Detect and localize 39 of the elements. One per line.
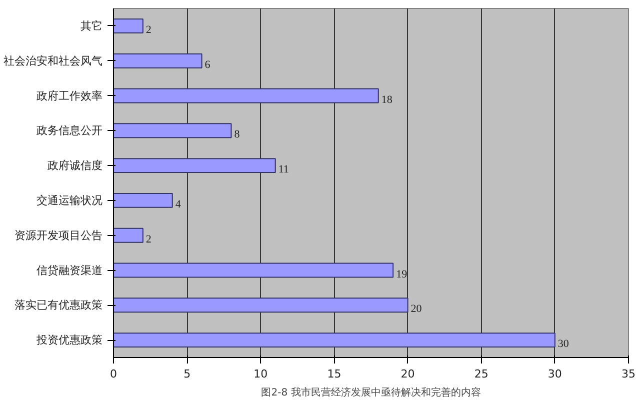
y-tick-label: 政府诚信度 (48, 159, 102, 172)
text: 图2-8 我市民营经济发展中亟待解决和完善的内容 (261, 386, 481, 398)
y-tick-label: 政府工作效率 (36, 89, 102, 102)
bar (114, 192, 173, 208)
data-label: 18 (381, 94, 393, 106)
data-label: 19 (396, 268, 408, 280)
y-tick-label: 其它 (80, 19, 102, 32)
data-label: 11 (278, 164, 289, 176)
x-tick-label: 5 (184, 368, 191, 380)
x-tick-label: 10 (254, 368, 268, 380)
x-tick-label: 30 (548, 368, 562, 380)
bar (114, 332, 556, 348)
x-tick-label: 35 (622, 368, 636, 380)
bar (114, 88, 379, 104)
y-tick-label: 落实已有优惠政策 (14, 298, 102, 312)
data-label: 30 (558, 338, 570, 350)
x-tick-label: 0 (110, 368, 117, 380)
bar (114, 298, 408, 313)
y-tick-label: 信贷融资渠道 (36, 264, 102, 277)
x-tick-label: 15 (327, 368, 342, 380)
y-tick-label: 交通运输状况 (36, 194, 102, 207)
bar (114, 123, 232, 138)
x-tick-label: 20 (400, 368, 415, 380)
x-tick-label: 25 (474, 368, 488, 380)
data-label: 2 (146, 233, 152, 246)
bar (114, 262, 394, 278)
y-tick-label: 投资优惠政策 (36, 334, 102, 347)
bar (114, 53, 202, 68)
bar (114, 18, 144, 34)
y-tick-label: 政务信息公开 (36, 124, 102, 138)
data-label: 2 (146, 24, 152, 36)
data-label: 8 (234, 128, 240, 141)
bar (114, 158, 276, 174)
y-tick-label: 社会治安和社会风气 (4, 54, 102, 68)
y-tick-label: 资源开发项目公告 (14, 228, 102, 242)
bar (114, 228, 144, 243)
data-label: 20 (410, 303, 422, 316)
data-label: 6 (204, 58, 211, 71)
data-label: 4 (175, 198, 182, 210)
